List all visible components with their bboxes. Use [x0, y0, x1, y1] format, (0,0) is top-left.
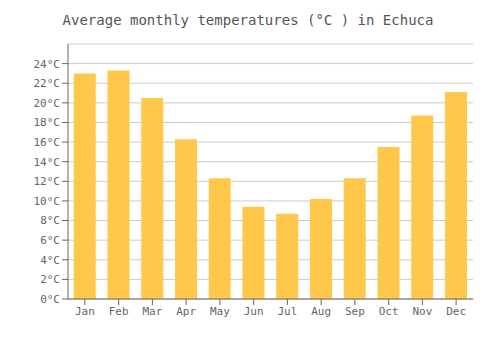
svg-text:20°C: 20°C [34, 97, 61, 110]
svg-text:16°C: 16°C [34, 136, 61, 149]
svg-text:4°C: 4°C [40, 254, 60, 267]
svg-text:Jan: Jan [75, 305, 95, 318]
svg-text:Nov: Nov [412, 305, 432, 318]
svg-text:18°C: 18°C [34, 116, 61, 129]
svg-text:Aug: Aug [311, 305, 331, 318]
svg-text:Mar: Mar [142, 305, 162, 318]
svg-text:Jul: Jul [277, 305, 297, 318]
svg-text:May: May [210, 305, 230, 318]
svg-text:22°C: 22°C [34, 77, 61, 90]
svg-text:Feb: Feb [109, 305, 129, 318]
svg-text:2°C: 2°C [40, 273, 60, 286]
svg-text:Apr: Apr [176, 305, 196, 318]
svg-text:24°C: 24°C [34, 58, 61, 71]
svg-text:8°C: 8°C [40, 214, 60, 227]
svg-text:10°C: 10°C [34, 195, 61, 208]
svg-text:6°C: 6°C [40, 234, 60, 247]
svg-text:Sep: Sep [345, 305, 365, 318]
svg-text:12°C: 12°C [34, 175, 61, 188]
svg-text:0°C: 0°C [40, 293, 60, 306]
svg-text:Jun: Jun [244, 305, 264, 318]
svg-text:14°C: 14°C [34, 156, 61, 169]
html-text:Average monthly temperatures (: Average monthly temperatures (°C ) in Ec… [62, 12, 434, 28]
svg-text:Dec: Dec [446, 305, 466, 318]
svg-text:Oct: Oct [379, 305, 399, 318]
